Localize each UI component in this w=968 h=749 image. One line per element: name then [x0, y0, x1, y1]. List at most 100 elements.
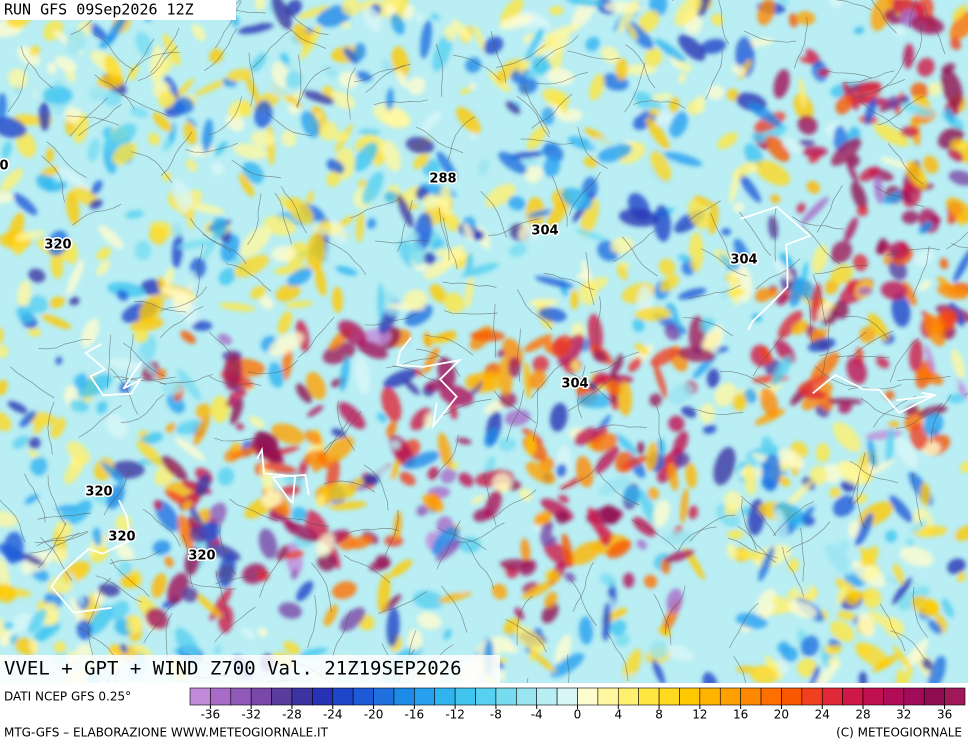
- streamline: [720, 370, 771, 389]
- streamline: [590, 351, 640, 373]
- streamline: [689, 408, 744, 415]
- streamline: [543, 273, 595, 291]
- field-patch: [550, 652, 585, 678]
- field-patch: [787, 600, 817, 619]
- streamline: [631, 519, 677, 550]
- field-patch: [845, 158, 859, 184]
- streamline: [836, 355, 891, 358]
- streamline: [493, 390, 537, 424]
- streamline: [752, 332, 785, 377]
- field-patch: [591, 433, 618, 452]
- streamline: [585, 252, 595, 306]
- streamline: [297, 317, 335, 358]
- colorbar-bin: [781, 687, 803, 706]
- field-patch: [180, 330, 196, 344]
- field-patch: [945, 529, 955, 548]
- field-patch: [287, 267, 313, 287]
- field-patch: [330, 90, 356, 110]
- field-patch: [285, 0, 302, 17]
- field-patch: [706, 368, 720, 388]
- field-patch: [534, 276, 574, 288]
- field-patch: [738, 172, 762, 203]
- field-patch: [917, 57, 935, 77]
- field-patch: [0, 411, 12, 432]
- field-patch: [2, 621, 15, 630]
- field-patch: [377, 573, 391, 613]
- field-patch: [732, 393, 748, 411]
- field-patch: [268, 332, 304, 356]
- field-patch: [67, 499, 92, 525]
- field-patch: [0, 379, 8, 396]
- field-patch: [202, 118, 214, 153]
- field-patch: [649, 640, 669, 659]
- field-patch: [217, 467, 235, 486]
- field-patch: [837, 540, 849, 553]
- streamline: [10, 366, 55, 399]
- field-patch: [945, 107, 955, 125]
- field-patch: [524, 165, 543, 184]
- field-patch: [688, 505, 699, 520]
- field-patch: [606, 539, 632, 559]
- field-patch: [240, 627, 256, 640]
- field-patch: [126, 615, 143, 634]
- field-patch: [885, 426, 895, 467]
- field-patch: [192, 590, 222, 618]
- field-patch: [702, 672, 718, 683]
- streamline: [532, 387, 539, 442]
- field-patch: [543, 156, 561, 177]
- field-patch: [653, 205, 671, 242]
- colorbar-bin: [516, 687, 538, 706]
- field-patch: [947, 148, 964, 162]
- streamline: [378, 591, 428, 615]
- field-patch: [806, 180, 821, 194]
- field-patch: [225, 398, 239, 408]
- field-patch: [338, 637, 369, 650]
- field-patch: [13, 193, 38, 216]
- field-patch: [771, 355, 792, 387]
- streamline: [887, 143, 924, 185]
- field-patch: [950, 584, 961, 601]
- field-patch: [917, 405, 948, 418]
- field-patch: [809, 465, 828, 485]
- field-patch: [69, 572, 85, 606]
- field-patch: [800, 196, 829, 225]
- field-patch: [894, 26, 906, 37]
- field-patch: [485, 183, 516, 208]
- field-patch: [283, 641, 301, 655]
- field-patch: [644, 48, 663, 67]
- field-patch: [436, 151, 457, 180]
- streamline: [284, 6, 329, 35]
- streamline: [209, 331, 240, 376]
- field-patch: [0, 92, 7, 122]
- field-patch: [770, 194, 781, 204]
- field-patch: [672, 430, 689, 456]
- field-patch: [909, 423, 928, 451]
- colorbar-bin: [679, 687, 701, 706]
- field-patch: [542, 142, 564, 162]
- field-patch: [262, 491, 283, 507]
- field-patch: [551, 335, 572, 358]
- field-patch: [156, 368, 167, 380]
- colorbar-tick-label: -36: [201, 708, 221, 722]
- field-patch: [468, 82, 477, 90]
- field-patch: [921, 658, 933, 671]
- contour-label: 320: [85, 485, 112, 500]
- field-patch: [693, 195, 714, 208]
- field-patch: [407, 628, 423, 652]
- colorbar-bin: [271, 687, 293, 706]
- field-patch: [680, 488, 689, 524]
- field-patch: [98, 225, 124, 250]
- field-patch: [619, 208, 659, 227]
- streamline: [347, 67, 356, 120]
- field-patch: [613, 673, 640, 683]
- field-patch: [164, 556, 174, 568]
- field-patch: [663, 530, 695, 545]
- field-patch: [96, 247, 112, 261]
- field-patch: [910, 519, 928, 533]
- field-patch: [956, 571, 966, 583]
- streamline: [440, 398, 492, 417]
- colorbar-bin: [352, 687, 374, 706]
- streamline: [41, 155, 65, 203]
- field-patch: [89, 199, 103, 210]
- streamline: [889, 337, 920, 383]
